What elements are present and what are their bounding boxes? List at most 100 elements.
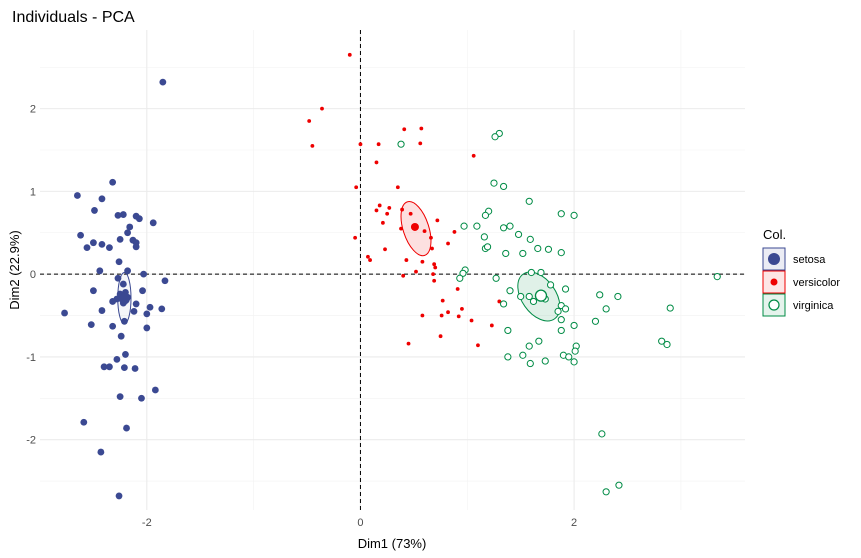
virginica-point	[473, 222, 481, 230]
virginica-point	[504, 326, 512, 335]
versicolor-point	[383, 247, 387, 252]
setosa-point	[161, 277, 169, 285]
virginica-point	[534, 244, 542, 253]
versicolor-point	[432, 278, 437, 283]
legend: Col. setosa versicolor virginica	[762, 227, 840, 317]
virginica-point	[535, 337, 543, 345]
virginica-point	[397, 140, 405, 148]
setosa-point	[83, 244, 91, 252]
versicolor-point	[354, 185, 359, 190]
virginica-point	[481, 211, 490, 219]
setosa-point	[61, 309, 68, 317]
versicolor-point	[385, 211, 390, 216]
virginica-point	[517, 292, 525, 301]
y-tick-label: -2	[26, 435, 36, 447]
virginica-point	[456, 274, 464, 282]
virginica-point	[502, 249, 510, 258]
versicolor-point	[414, 269, 418, 274]
versicolor-point	[456, 314, 461, 319]
versicolor-point	[446, 241, 450, 246]
virginica-point	[666, 304, 674, 312]
setosa-point	[143, 324, 151, 332]
virginica-point	[565, 353, 573, 361]
virginica-point	[525, 292, 533, 301]
virginica-point	[526, 359, 534, 368]
virginica-point	[529, 297, 538, 306]
virginica-point	[561, 305, 570, 313]
legend-label-versicolor: versicolor	[793, 277, 840, 289]
virginica-point	[557, 316, 565, 324]
versicolor-point	[455, 287, 460, 291]
versicolor-point	[353, 235, 358, 240]
virginica-point	[557, 210, 565, 218]
virginica-point	[658, 337, 666, 345]
legend-marker-setosa	[768, 253, 780, 265]
virginica-point	[541, 357, 549, 365]
setosa-point	[126, 223, 134, 231]
setosa-point	[98, 195, 106, 203]
setosa-point	[113, 355, 121, 363]
versicolor-point	[377, 203, 382, 208]
versicolor-point	[406, 341, 411, 346]
virginica-point	[598, 430, 606, 438]
virginica-point	[492, 274, 500, 282]
virginica-point	[506, 222, 514, 230]
concentration-ellipses	[117, 201, 561, 325]
versicolor-point	[469, 318, 474, 323]
versicolor-point	[439, 313, 444, 318]
versicolor-point	[429, 235, 433, 240]
virginica-point	[525, 342, 533, 350]
setosa-point	[116, 235, 124, 243]
versicolor-centroid	[410, 222, 419, 231]
setosa-point	[109, 322, 117, 330]
virginica-point	[544, 245, 553, 253]
setosa-point	[87, 321, 95, 329]
setosa-point	[149, 219, 157, 227]
virginica-point	[571, 347, 579, 355]
major-grid	[40, 30, 745, 510]
versicolor-point	[431, 272, 435, 277]
y-tick-label: 0	[30, 269, 36, 281]
virginica-centroid	[534, 289, 548, 302]
versicolor-point	[446, 310, 450, 315]
setosa-point	[114, 274, 122, 282]
setosa-point	[132, 243, 140, 251]
virginica-point	[526, 235, 534, 243]
setosa-point	[91, 207, 98, 214]
setosa-point	[98, 307, 106, 314]
virginica-point	[561, 285, 570, 293]
setosa-point	[106, 244, 113, 252]
versicolor-point	[422, 229, 427, 234]
setosa-point	[122, 351, 129, 358]
virginica-point	[499, 182, 508, 191]
versicolor-point	[452, 230, 457, 234]
virginica-point	[483, 243, 492, 251]
virginica-point	[570, 211, 578, 219]
virginica-point	[525, 197, 533, 205]
virginica-point	[514, 230, 523, 239]
setosa-point	[158, 305, 166, 313]
virginica-point	[591, 317, 600, 325]
versicolor-point	[380, 220, 385, 225]
virginica-point	[490, 179, 498, 187]
setosa-point	[109, 178, 117, 186]
setosa-point	[114, 211, 122, 219]
y-tick-label: 1	[30, 186, 36, 198]
setosa-point	[119, 211, 127, 218]
virginica-point	[546, 281, 555, 289]
versicolor-point	[374, 160, 379, 165]
setosa-point	[90, 239, 97, 247]
virginica-point	[491, 133, 499, 141]
setosa-point	[96, 267, 104, 275]
data-points	[61, 52, 721, 500]
setosa-point	[117, 332, 125, 340]
virginica-point	[499, 300, 508, 308]
setosa-point	[119, 280, 127, 288]
y-axis-label: Dim2 (22.9%)	[7, 230, 22, 309]
x-tick-label: 0	[357, 517, 363, 529]
virginica-point	[570, 358, 578, 366]
setosa-point	[151, 386, 159, 394]
versicolor-point	[366, 254, 370, 259]
x-tick-label: -2	[142, 517, 152, 529]
